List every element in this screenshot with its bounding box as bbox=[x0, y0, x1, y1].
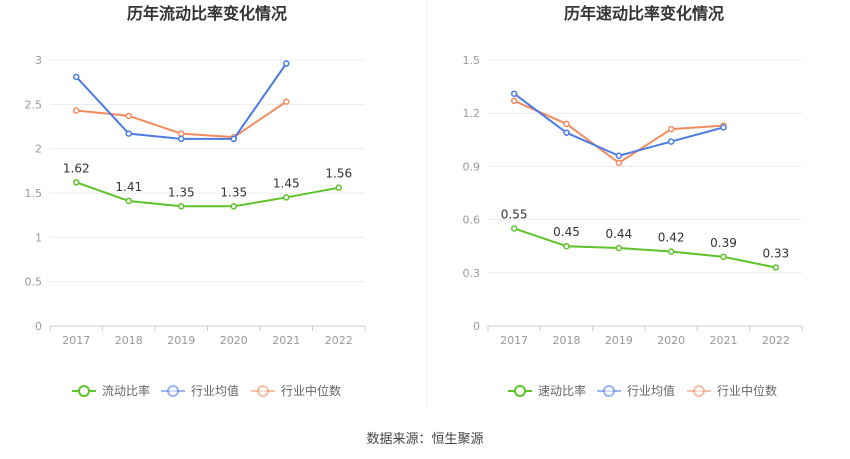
industry-avg-point bbox=[178, 135, 185, 143]
y-tick-label: 1.5 bbox=[25, 187, 43, 200]
industry-avg-point bbox=[230, 135, 237, 143]
data-label: 1.62 bbox=[63, 161, 90, 175]
legend-label: 速动比率 bbox=[538, 383, 586, 398]
x-tick-label: 2019 bbox=[605, 334, 633, 347]
data-label: 1.45 bbox=[273, 176, 300, 190]
legend-label: 行业均值 bbox=[627, 383, 675, 398]
company-point bbox=[772, 264, 780, 271]
legend-marker bbox=[78, 385, 90, 397]
industry-avg-point bbox=[73, 73, 80, 81]
company-point bbox=[563, 242, 570, 250]
y-tick-label: 0.5 bbox=[25, 276, 43, 289]
company-point bbox=[73, 179, 80, 186]
industry-avg-point bbox=[615, 152, 623, 160]
data-label: 1.41 bbox=[115, 180, 142, 194]
industry-avg-point bbox=[667, 138, 675, 145]
y-tick-label: 0.6 bbox=[463, 214, 481, 227]
data-label: 1.35 bbox=[168, 185, 195, 199]
legend-label: 行业中位数 bbox=[717, 383, 777, 398]
x-tick-label: 2021 bbox=[272, 334, 300, 347]
current-ratio-chart: 历年流动比率变化情况 0 0.5 1 1.5 2 2.5 3 2017 2018 2019 2020 2… bbox=[25, 4, 366, 398]
industry-median-point bbox=[667, 125, 675, 133]
industry-avg-point bbox=[125, 130, 132, 137]
company-point bbox=[615, 244, 623, 252]
x-tick-label: 2021 bbox=[710, 334, 738, 347]
y-tick-label: 2.5 bbox=[25, 98, 43, 111]
x-tick-label: 2022 bbox=[325, 334, 353, 347]
company-point bbox=[510, 225, 518, 232]
industry-avg-point bbox=[283, 60, 290, 67]
data-label: 1.56 bbox=[325, 167, 352, 181]
industry-median-point bbox=[125, 112, 132, 120]
data-label: 0.39 bbox=[710, 236, 737, 250]
industry-median-legend: 行业中位数 bbox=[251, 383, 341, 398]
company-point bbox=[125, 197, 132, 205]
legend-marker bbox=[167, 385, 179, 397]
company-series-line bbox=[513, 227, 777, 269]
x-tick-label: 2020 bbox=[657, 334, 685, 347]
industry-median-point bbox=[510, 97, 518, 105]
y-tick-label: 0 bbox=[473, 320, 480, 333]
quick-ratio-chart: 历年速动比率变化情况 0 0.3 0.6 0.9 1.2 1.5 2017 2018 2019 20… bbox=[463, 4, 803, 398]
industry-avg-point bbox=[720, 124, 727, 131]
company-point bbox=[667, 248, 675, 255]
x-tick-label: 2018 bbox=[553, 334, 581, 347]
industry-median-legend: 行业中位数 bbox=[687, 383, 777, 398]
company-point bbox=[335, 184, 342, 191]
company-point bbox=[283, 194, 290, 201]
legend-label: 行业均值 bbox=[191, 383, 239, 398]
legend-marker bbox=[603, 385, 615, 397]
industry-median-point bbox=[283, 98, 290, 105]
industry-median-point bbox=[615, 159, 623, 167]
industry-median-point bbox=[563, 120, 570, 128]
legend-marker bbox=[514, 385, 526, 397]
source-note: 数据来源：恒生聚源 bbox=[366, 432, 484, 447]
x-tick-label: 2019 bbox=[167, 334, 195, 347]
data-label: 0.44 bbox=[605, 227, 632, 241]
legend-label: 行业中位数 bbox=[281, 383, 341, 398]
company-series-line bbox=[75, 181, 339, 208]
company-legend: 速动比率 bbox=[508, 383, 586, 398]
industry-avg-series-line bbox=[75, 62, 288, 140]
data-label: 0.55 bbox=[501, 207, 528, 221]
y-tick-label: 1.2 bbox=[463, 107, 481, 120]
company-legend: 流动比率 bbox=[72, 383, 150, 398]
y-tick-label: 0.3 bbox=[463, 267, 481, 280]
x-tick-label: 2022 bbox=[762, 334, 790, 347]
legend-marker bbox=[693, 385, 705, 397]
company-point bbox=[178, 203, 185, 210]
y-tick-label: 0 bbox=[35, 320, 42, 333]
x-tick-label: 2018 bbox=[115, 334, 143, 347]
industry-median-point bbox=[178, 130, 185, 137]
company-point bbox=[230, 203, 237, 210]
industry-avg-legend: 行业均值 bbox=[161, 383, 239, 398]
data-label: 0.45 bbox=[553, 225, 580, 239]
data-label: 1.35 bbox=[220, 185, 247, 199]
legend-label: 流动比率 bbox=[102, 383, 150, 398]
industry-avg-point bbox=[563, 129, 570, 136]
x-tick-label: 2020 bbox=[220, 334, 248, 347]
legend-marker bbox=[257, 385, 269, 397]
x-tick-label: 2017 bbox=[62, 334, 90, 347]
industry-avg-legend: 行业均值 bbox=[597, 383, 675, 398]
chart-title: 历年流动比率变化情况 bbox=[127, 4, 287, 23]
industry-avg-point bbox=[510, 90, 518, 97]
y-tick-label: 0.9 bbox=[463, 160, 481, 173]
y-tick-label: 2 bbox=[35, 143, 42, 156]
chart-title: 历年速动比率变化情况 bbox=[564, 4, 724, 23]
y-tick-label: 3 bbox=[35, 54, 42, 67]
y-tick-label: 1 bbox=[35, 231, 42, 244]
data-label: 0.33 bbox=[762, 246, 789, 260]
industry-median-point bbox=[73, 107, 80, 114]
data-label: 0.42 bbox=[658, 231, 685, 245]
company-point bbox=[720, 253, 727, 261]
x-tick-label: 2017 bbox=[500, 334, 528, 347]
industry-avg-series-line bbox=[513, 92, 724, 157]
y-tick-label: 1.5 bbox=[463, 54, 481, 67]
